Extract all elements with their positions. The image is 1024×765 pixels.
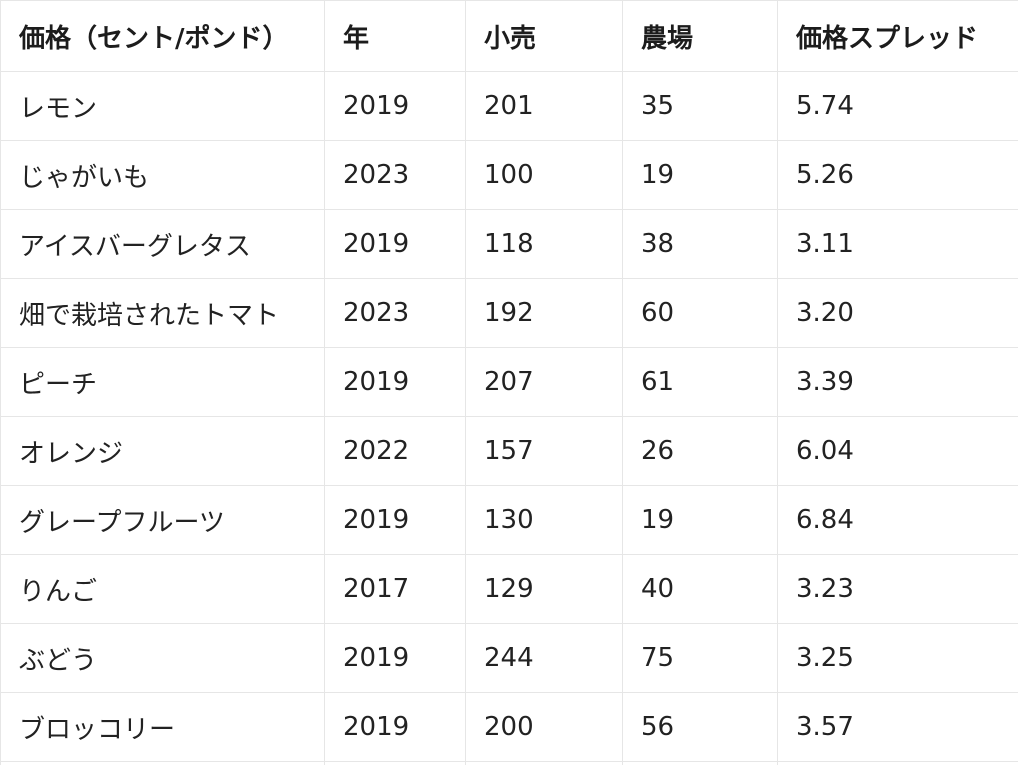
cell-retail: 207 — [465, 347, 623, 417]
column-header-item: 価格（セント/ポンド） — [0, 0, 325, 72]
header-row: 価格（セント/ポンド） 年 小売 農場 価格スプレッド — [0, 0, 1018, 72]
table-row: グレープフルーツ 2019 130 19 6.84 — [0, 485, 1018, 555]
cell-retail: 100 — [465, 140, 623, 210]
cell-price-spread: 3.25 — [777, 623, 1018, 693]
cell-farm: 61 — [622, 347, 778, 417]
cell-empty — [622, 761, 778, 765]
cell-item: アイスバーグレタス — [0, 209, 325, 279]
cell-item: グレープフルーツ — [0, 485, 325, 555]
table-header: 価格（セント/ポンド） 年 小売 農場 価格スプレッド — [0, 0, 1018, 72]
cell-price-spread: 3.11 — [777, 209, 1018, 279]
cell-empty — [0, 761, 325, 765]
cell-item: ブロッコリー — [0, 692, 325, 762]
cell-farm: 60 — [622, 278, 778, 348]
cell-year: 2019 — [324, 71, 466, 141]
cell-retail: 200 — [465, 692, 623, 762]
cell-empty — [465, 761, 623, 765]
cell-price-spread: 3.20 — [777, 278, 1018, 348]
cell-retail: 130 — [465, 485, 623, 555]
table-row-partial — [0, 761, 1018, 765]
cell-farm: 19 — [622, 140, 778, 210]
table-row: じゃがいも 2023 100 19 5.26 — [0, 140, 1018, 210]
cell-retail: 157 — [465, 416, 623, 486]
cell-retail: 118 — [465, 209, 623, 279]
cell-price-spread: 6.04 — [777, 416, 1018, 486]
column-header-retail: 小売 — [465, 0, 623, 72]
cell-farm: 56 — [622, 692, 778, 762]
cell-retail: 192 — [465, 278, 623, 348]
cell-price-spread: 3.39 — [777, 347, 1018, 417]
cell-farm: 40 — [622, 554, 778, 624]
column-header-farm: 農場 — [622, 0, 778, 72]
cell-year: 2022 — [324, 416, 466, 486]
cell-year: 2017 — [324, 554, 466, 624]
cell-price-spread: 6.84 — [777, 485, 1018, 555]
cell-price-spread: 3.57 — [777, 692, 1018, 762]
cell-price-spread: 3.23 — [777, 554, 1018, 624]
cell-farm: 26 — [622, 416, 778, 486]
cell-year: 2023 — [324, 278, 466, 348]
cell-item: ぶどう — [0, 623, 325, 693]
table-row: レモン 2019 201 35 5.74 — [0, 71, 1018, 141]
cell-retail: 129 — [465, 554, 623, 624]
cell-farm: 75 — [622, 623, 778, 693]
column-header-year: 年 — [324, 0, 466, 72]
table-row: りんご 2017 129 40 3.23 — [0, 554, 1018, 624]
column-header-price-spread: 価格スプレッド — [777, 0, 1018, 72]
cell-year: 2019 — [324, 209, 466, 279]
cell-item: じゃがいも — [0, 140, 325, 210]
cell-farm: 38 — [622, 209, 778, 279]
table-row: 畑で栽培されたトマト 2023 192 60 3.20 — [0, 278, 1018, 348]
cell-item: りんご — [0, 554, 325, 624]
cell-item: 畑で栽培されたトマト — [0, 278, 325, 348]
cell-retail: 201 — [465, 71, 623, 141]
cell-price-spread: 5.74 — [777, 71, 1018, 141]
cell-retail: 244 — [465, 623, 623, 693]
cell-year: 2019 — [324, 623, 466, 693]
cell-item: オレンジ — [0, 416, 325, 486]
cell-empty — [324, 761, 466, 765]
cell-price-spread: 5.26 — [777, 140, 1018, 210]
cell-year: 2019 — [324, 347, 466, 417]
cell-item: ピーチ — [0, 347, 325, 417]
cell-item: レモン — [0, 71, 325, 141]
cell-year: 2019 — [324, 692, 466, 762]
cell-year: 2019 — [324, 485, 466, 555]
table-body: レモン 2019 201 35 5.74 じゃがいも 2023 100 19 5… — [0, 71, 1018, 765]
table-row: アイスバーグレタス 2019 118 38 3.11 — [0, 209, 1018, 279]
cell-farm: 35 — [622, 71, 778, 141]
cell-empty — [777, 761, 1018, 765]
table-row: オレンジ 2022 157 26 6.04 — [0, 416, 1018, 486]
table-row: ぶどう 2019 244 75 3.25 — [0, 623, 1018, 693]
table-row: ブロッコリー 2019 200 56 3.57 — [0, 692, 1018, 762]
cell-farm: 19 — [622, 485, 778, 555]
cell-year: 2023 — [324, 140, 466, 210]
table-row: ピーチ 2019 207 61 3.39 — [0, 347, 1018, 417]
